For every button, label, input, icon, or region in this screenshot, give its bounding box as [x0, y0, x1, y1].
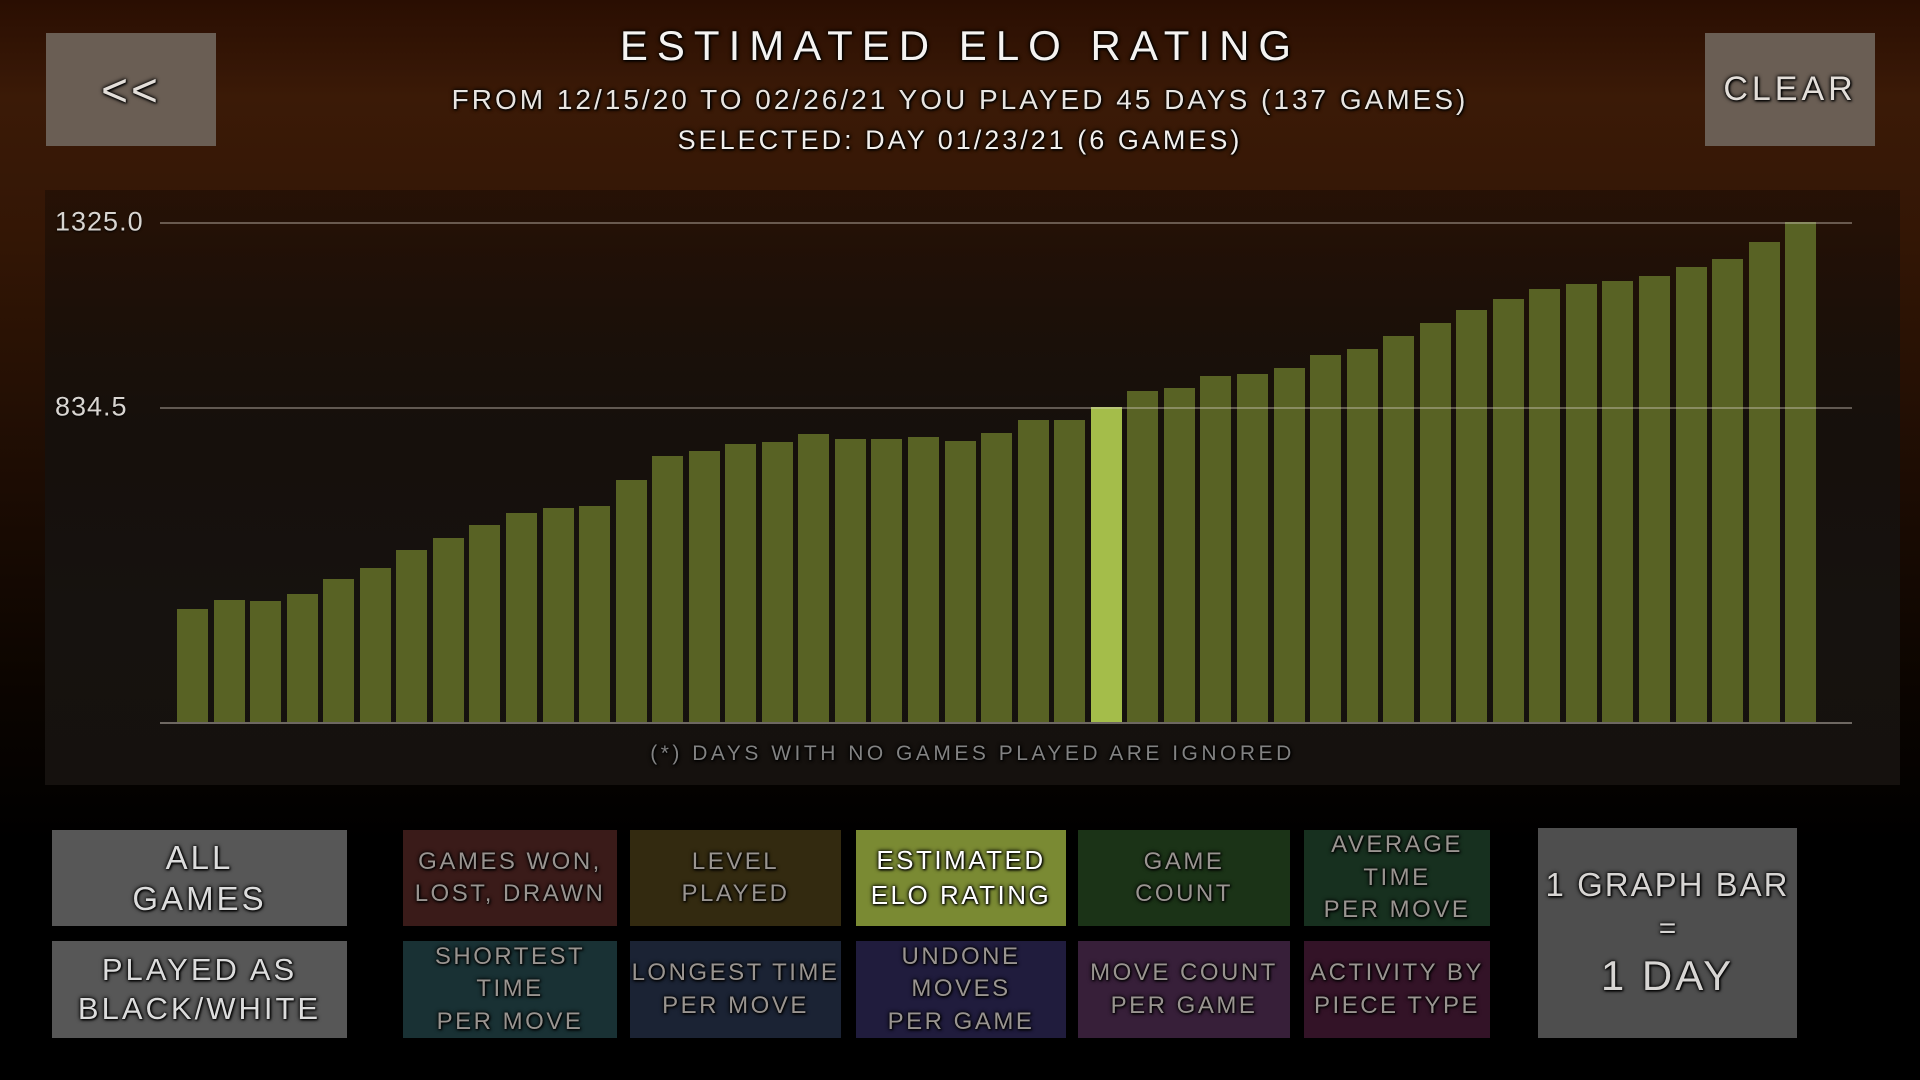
stat-tab-average-time-per-move[interactable]: AVERAGE TIME PER MOVE: [1304, 830, 1490, 926]
chart-bar[interactable]: [1310, 355, 1341, 722]
chart-bar[interactable]: [1420, 323, 1451, 722]
chart-bar[interactable]: [945, 441, 976, 722]
chart-bar[interactable]: [1274, 368, 1305, 722]
chart-bar[interactable]: [1018, 420, 1049, 722]
chart-bar[interactable]: [1164, 388, 1195, 722]
y-axis-tick-label: 834.5: [55, 391, 128, 422]
chart-bar[interactable]: [1785, 222, 1816, 722]
chart-bar[interactable]: [1749, 242, 1780, 722]
chart-bar[interactable]: [543, 508, 574, 722]
x-axis-baseline: [160, 722, 1852, 724]
chart-bar[interactable]: [981, 433, 1012, 722]
chart-bar[interactable]: [1347, 349, 1378, 722]
chart-bar[interactable]: [287, 594, 318, 722]
chart-bar[interactable]: [652, 456, 683, 722]
chart-bar[interactable]: [762, 442, 793, 722]
legend-equals: =: [1658, 912, 1677, 945]
chart-bar[interactable]: [396, 550, 427, 722]
stat-tab-move-count-per-game[interactable]: MOVE COUNT PER GAME: [1078, 941, 1290, 1038]
filter-all-games-button[interactable]: ALL GAMES: [52, 830, 347, 926]
stat-tab-game-count[interactable]: GAME COUNT: [1078, 830, 1290, 926]
chart-bar[interactable]: [1602, 281, 1633, 722]
chart-bar[interactable]: [506, 513, 537, 722]
chart-bar[interactable]: [1054, 420, 1085, 722]
chart-bar[interactable]: [1383, 336, 1414, 722]
legend-line1: 1 GRAPH BAR: [1545, 866, 1790, 903]
date-range-summary: FROM 12/15/20 TO 02/26/21 YOU PLAYED 45 …: [451, 84, 1469, 115]
chart-bar[interactable]: [360, 568, 391, 722]
chart-bar[interactable]: [1456, 310, 1487, 722]
selected-day-summary: SELECTED: DAY 01/23/21 (6 GAMES): [677, 125, 1243, 155]
chart-bar[interactable]: [689, 451, 720, 722]
chart-bar[interactable]: [1566, 284, 1597, 722]
stat-tab-level-played[interactable]: LEVEL PLAYED: [630, 830, 841, 926]
chart-bar[interactable]: [1200, 376, 1231, 722]
stat-tab-activity-by-piece-type[interactable]: ACTIVITY BY PIECE TYPE: [1304, 941, 1490, 1038]
bar-scale-legend: 1 GRAPH BAR = 1 DAY: [1538, 828, 1797, 1038]
stat-tab-longest-time-per-move[interactable]: LONGEST TIME PER MOVE: [630, 941, 841, 1038]
chart-bar[interactable]: [177, 609, 208, 722]
stat-tab-shortest-time-per-move[interactable]: SHORTEST TIME PER MOVE: [403, 941, 617, 1038]
chart-bar[interactable]: [871, 439, 902, 722]
chart-bar[interactable]: [433, 538, 464, 722]
legend-line2: 1 DAY: [1600, 952, 1735, 999]
chart-bar[interactable]: [725, 444, 756, 722]
chart-bar[interactable]: [1639, 276, 1670, 722]
clear-button[interactable]: CLEAR: [1705, 33, 1875, 146]
chart-bar[interactable]: [1676, 267, 1707, 722]
stat-tab-games-won-lost-drawn[interactable]: GAMES WON, LOST, DRAWN: [403, 830, 617, 926]
filter-played-as-black-white-button[interactable]: PLAYED AS BLACK/WHITE: [52, 941, 347, 1038]
y-axis-tick-label: 1325.0: [55, 206, 144, 237]
chart-bar[interactable]: [1529, 289, 1560, 722]
chart-bar[interactable]: [214, 600, 245, 722]
chart-bar[interactable]: [323, 579, 354, 722]
gridline: [160, 222, 1852, 224]
chart-bar[interactable]: [798, 434, 829, 722]
stat-tab-estimated-elo-rating[interactable]: ESTIMATED ELO RATING: [856, 830, 1066, 926]
chart-bar-selected[interactable]: [1091, 407, 1122, 722]
page-title: ESTIMATED ELO RATING: [619, 22, 1301, 69]
back-chevrons-icon: <<: [101, 63, 161, 116]
chart-bar[interactable]: [1127, 391, 1158, 722]
stat-tab-undone-moves-per-game[interactable]: UNDONE MOVES PER GAME: [856, 941, 1066, 1038]
chart-bar[interactable]: [1237, 374, 1268, 722]
chart-footnote: (*) DAYS WITH NO GAMES PLAYED ARE IGNORE…: [650, 742, 1295, 765]
chart-bar[interactable]: [1493, 299, 1524, 722]
header: ESTIMATED ELO RATING FROM 12/15/20 TO 02…: [0, 0, 1920, 156]
chart-bar[interactable]: [835, 439, 866, 722]
elo-bar-chart: 1325.0 834.5 (*) DAYS WITH NO GAMES PLAYE…: [45, 190, 1900, 785]
chart-bar[interactable]: [1712, 259, 1743, 722]
gridline: [160, 407, 1852, 409]
chart-bar[interactable]: [908, 437, 939, 722]
chart-bar[interactable]: [616, 480, 647, 722]
chart-bar[interactable]: [250, 601, 281, 722]
back-button[interactable]: <<: [46, 33, 216, 146]
chart-bar[interactable]: [469, 525, 500, 722]
chart-bar[interactable]: [579, 506, 610, 722]
